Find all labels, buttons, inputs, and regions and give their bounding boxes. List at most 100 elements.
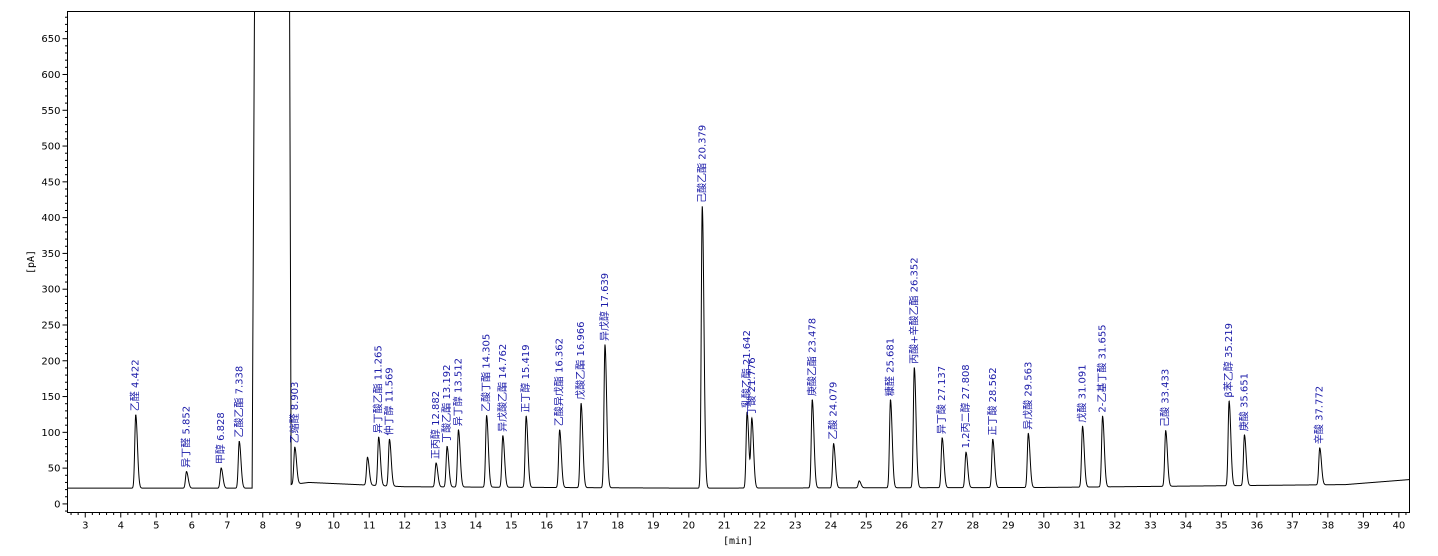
- x-tick-label: 20: [682, 521, 695, 532]
- peak-apex: [1101, 415, 1104, 418]
- x-tick-label: 19: [647, 521, 660, 532]
- peak-label: 异丁醇 13.512: [452, 358, 465, 426]
- x-tick-label: 15: [505, 521, 518, 532]
- x-tick-label: 35: [1215, 521, 1228, 532]
- peak-apex: [366, 456, 369, 458]
- x-tick-label: 8: [260, 521, 266, 532]
- peak-label: 乙酸乙酯 7.338: [232, 366, 245, 438]
- y-tick-label: 0: [54, 499, 60, 510]
- x-tick-label: 36: [1250, 521, 1263, 532]
- y-tick-label: 500: [41, 142, 60, 153]
- x-tick-label: 3: [82, 521, 88, 532]
- x-tick-label: 29: [1002, 521, 1015, 532]
- peak-label: 仲丁醇 11.569: [383, 367, 396, 435]
- peak-apex: [604, 344, 606, 346]
- y-tick-label: 450: [41, 177, 60, 188]
- peak-apex: [580, 403, 582, 405]
- peak-apex: [1228, 400, 1230, 403]
- x-tick-label: 34: [1179, 521, 1192, 532]
- peak-apex: [294, 446, 296, 448]
- y-tick-label: 550: [41, 106, 60, 117]
- x-tick-label: 39: [1357, 521, 1370, 532]
- y-tick-label: 50: [48, 464, 61, 475]
- x-tick-label: 37: [1286, 521, 1299, 532]
- peak-apex: [525, 415, 527, 418]
- x-tick-label: 21: [718, 521, 731, 532]
- peak-apex: [1027, 433, 1029, 435]
- peak-label: 戊酸乙酯 16.966: [574, 322, 587, 400]
- x-tick-label: 23: [789, 521, 802, 532]
- peak-label: 异丁醛 5.852: [180, 406, 193, 468]
- peak-label: 丁酸 21.776: [745, 357, 758, 415]
- peak-label: 丙酸+辛酸乙酯 26.352: [907, 257, 920, 364]
- x-tick-label: 28: [966, 521, 979, 532]
- peak-apex: [135, 414, 137, 416]
- x-tick-label: 17: [576, 521, 589, 532]
- x-tick-label: 7: [224, 521, 230, 532]
- x-axis-title: [min]: [723, 536, 753, 547]
- x-tick-label: 31: [1073, 521, 1086, 532]
- peak-label: 己酸 33.433: [1159, 369, 1172, 427]
- x-tick-label: 13: [434, 521, 447, 532]
- y-axis-title: [pA]: [26, 250, 37, 274]
- peak-label: 正丙醇 12.882: [429, 391, 442, 459]
- peak-apex: [701, 206, 703, 208]
- peak-label: 正丁醇 15.419: [519, 344, 532, 412]
- peak-apex: [1081, 426, 1084, 428]
- x-tick-label: 22: [753, 521, 766, 532]
- peak-apex: [559, 429, 561, 431]
- y-tick-label: 100: [41, 428, 60, 439]
- peak-apex: [751, 418, 753, 421]
- peak-apex: [811, 399, 813, 401]
- peak-apex: [1319, 447, 1321, 449]
- plot-frame: [67, 11, 1410, 513]
- y-tick-label: 350: [41, 249, 60, 260]
- x-tick-label: 9: [295, 521, 301, 532]
- peak-labels: 乙醛 4.422 异丁醛 5.852 甲醇 6.828 乙酸乙酯 7.338 乙缩醛 8…: [129, 125, 1326, 468]
- peak-apex: [486, 415, 488, 417]
- y-tick-label: 200: [41, 356, 60, 367]
- y-tick-label: 400: [41, 213, 60, 224]
- x-tick-label: 40: [1392, 521, 1405, 532]
- peak-apex: [746, 411, 748, 413]
- peak-apex: [378, 436, 380, 438]
- x-tick-label: 18: [611, 521, 624, 532]
- y-tick-label: 650: [41, 34, 60, 45]
- x-tick-label: 11: [363, 521, 376, 532]
- x-tick-label: 16: [540, 521, 553, 532]
- chromatogram-trace: [67, 11, 1410, 489]
- x-tick-label: 5: [153, 521, 159, 532]
- peak-label: 己酸乙酯 20.379: [695, 125, 708, 203]
- peak-apex: [1165, 430, 1167, 432]
- axis-ticks: 3 4 5 6 7 8 9 10 11 12 13 14 15 16 17 18 19 20 21 22 23 24 25 2…: [41, 16, 1407, 532]
- peak-label: 异丁酸乙酯 11.265: [372, 345, 385, 433]
- peak-apex: [502, 435, 504, 437]
- peak-label: 2-乙基丁酸 31.655: [1096, 324, 1109, 412]
- peak-label: 乙酸 24.079: [827, 382, 840, 440]
- peak-label: 正丁酸 28.562: [986, 367, 999, 435]
- x-tick-label: 14: [469, 521, 482, 532]
- peak-label: 异丁酸 27.137: [935, 366, 948, 434]
- peak-label: 乳酸乙酯 21.642: [740, 330, 753, 408]
- peak-label: 丁酸乙酯 13.192: [440, 365, 453, 443]
- peak-label: 辛酸 37.772: [1313, 386, 1326, 444]
- peak-apex: [435, 462, 437, 464]
- x-tick-label: 4: [118, 521, 124, 532]
- peak-apex: [833, 443, 835, 445]
- x-tick-label: 27: [931, 521, 944, 532]
- x-tick-label: 24: [824, 521, 837, 532]
- peak-label: 庚酸乙酯 23.478: [805, 318, 818, 396]
- peak-apex: [457, 429, 460, 431]
- peak-label: 乙酸异戊酯 16.362: [553, 338, 566, 426]
- peak-label: 乙缩醛 8.903: [288, 382, 301, 444]
- x-tick-label: 25: [860, 521, 873, 532]
- peak-apex: [913, 367, 915, 369]
- peak-label: 异戊酸 29.563: [1021, 362, 1034, 430]
- trace-group: [67, 11, 1410, 489]
- peak-apex: [446, 446, 448, 448]
- peak-label: 1,2丙二醇 27.808: [959, 364, 972, 448]
- x-tick-label: 32: [1108, 521, 1121, 532]
- peak-label: β苯乙醇 35.219: [1222, 323, 1235, 398]
- peak-apex: [220, 467, 222, 469]
